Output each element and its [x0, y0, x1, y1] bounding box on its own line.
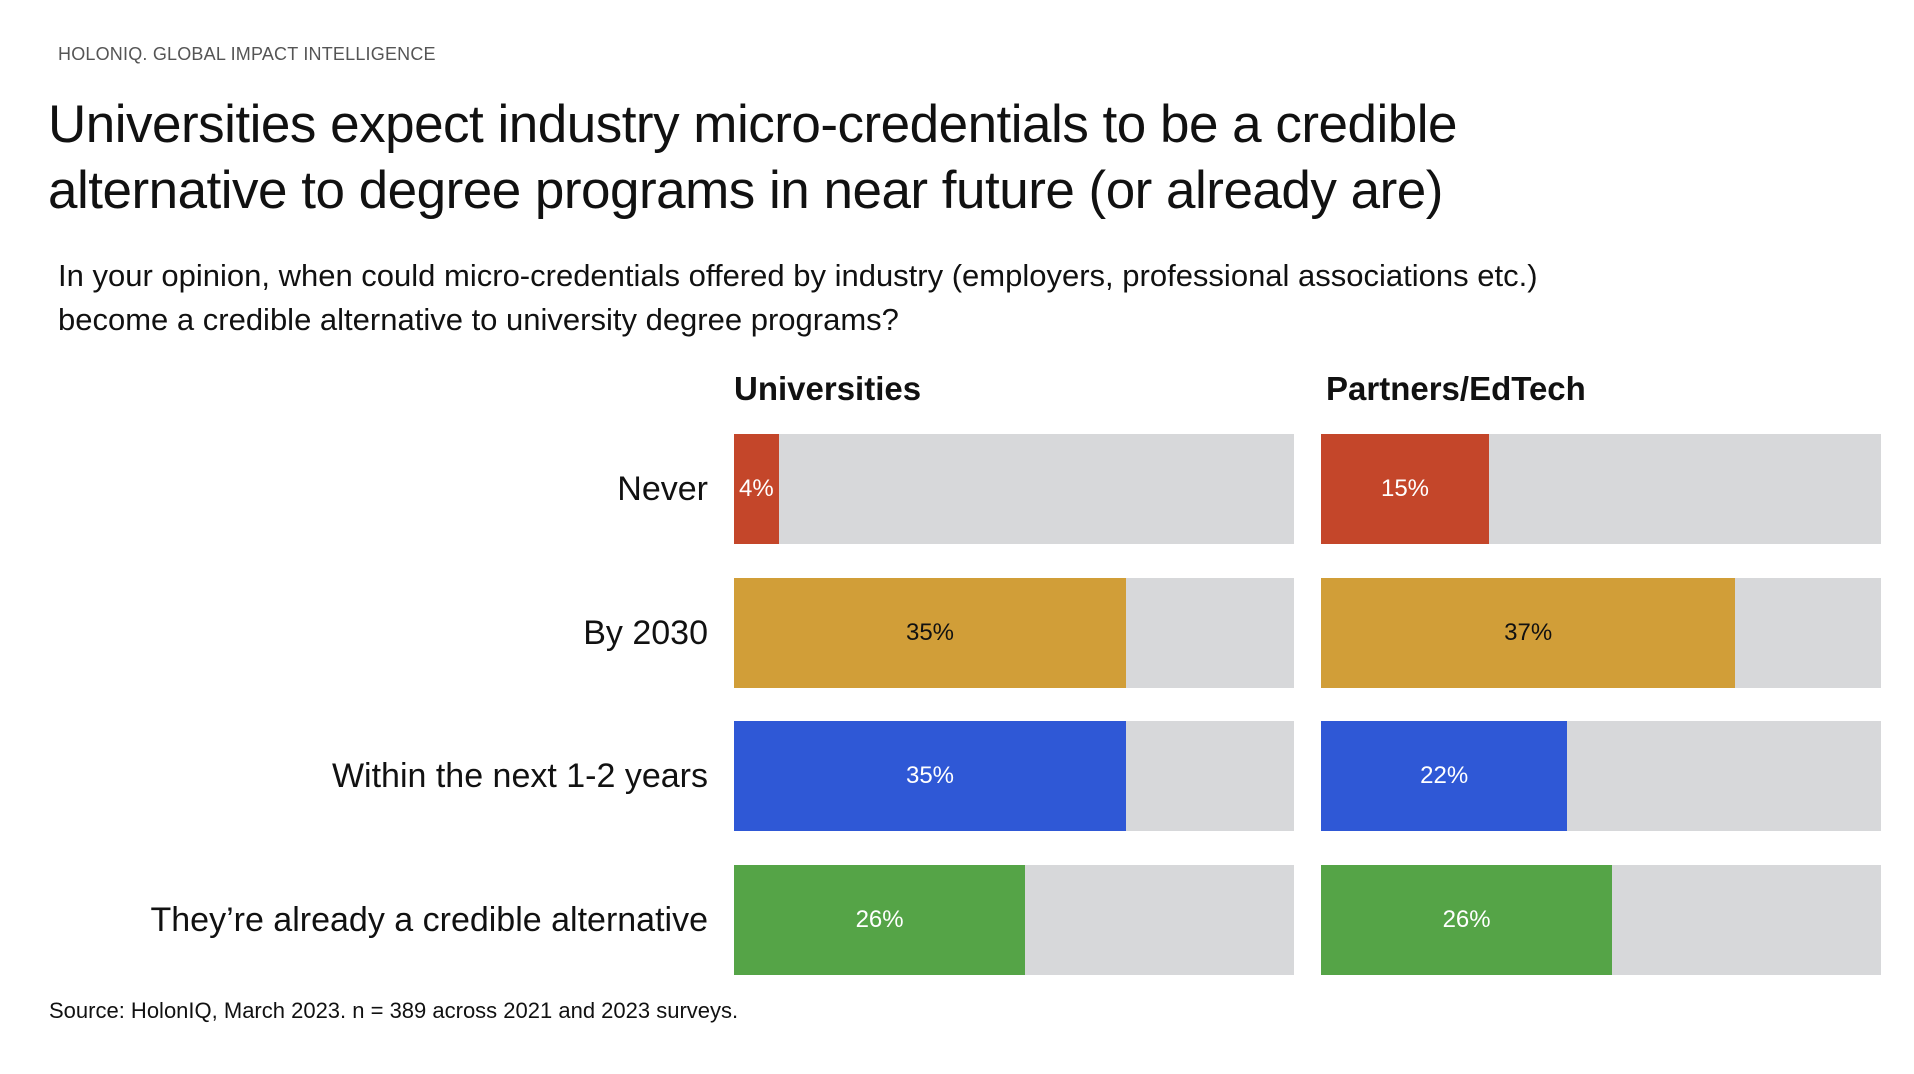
- bar: [734, 578, 1126, 688]
- bar-track: 26%: [1321, 865, 1881, 975]
- chart-subtitle: In your opinion, when could micro-creden…: [58, 254, 1908, 342]
- bar-value-label: 26%: [855, 906, 904, 933]
- bar-track: 26%: [734, 865, 1294, 975]
- subtitle-line-1: In your opinion, when could micro-creden…: [58, 258, 1538, 293]
- bar-track: 37%: [1321, 578, 1881, 688]
- bar-value-label: 35%: [905, 619, 955, 646]
- bar-value-label: 4%: [739, 475, 774, 502]
- panel-title-universities: Universities: [734, 370, 922, 407]
- chart-title: Universities expect industry micro-crede…: [48, 92, 1848, 224]
- bar-value-label: 26%: [1442, 906, 1491, 933]
- title-line-2: alternative to degree programs in near f…: [48, 161, 1443, 220]
- category-label: Never: [617, 470, 708, 508]
- bar-value-label: 35%: [905, 762, 955, 789]
- bar-value-label: 15%: [1380, 475, 1430, 502]
- bar: [1321, 721, 1568, 831]
- bar-track: 22%: [1321, 721, 1881, 831]
- bar: [1321, 578, 1736, 688]
- bar: [734, 434, 779, 544]
- bar: [1321, 434, 1489, 544]
- bar-track: 35%: [734, 721, 1294, 831]
- bar: [734, 721, 1126, 831]
- bar-value-label: 22%: [1420, 762, 1469, 789]
- source-note: Source: HolonIQ, March 2023. n = 389 acr…: [49, 998, 739, 1023]
- bar: [1321, 865, 1613, 975]
- panel-title-partners: Partners/EdTech: [1326, 370, 1586, 407]
- bar-value-label: 37%: [1504, 619, 1553, 646]
- category-label: Within the next 1-2 years: [331, 757, 708, 795]
- bar: [734, 865, 1026, 975]
- category-label: They’re already a credible alternative: [150, 901, 708, 939]
- subtitle-line-2: become a credible alternative to univers…: [58, 302, 899, 337]
- bar-track: 35%: [734, 578, 1294, 688]
- title-line-1: Universities expect industry micro-crede…: [48, 95, 1457, 154]
- category-label: By 2030: [583, 614, 708, 652]
- bar-track: 15%: [1321, 434, 1881, 544]
- brand-header: HOLONIQ. GLOBAL IMPACT INTELLIGENCE: [58, 44, 436, 64]
- bar-track: 4%: [734, 434, 1294, 544]
